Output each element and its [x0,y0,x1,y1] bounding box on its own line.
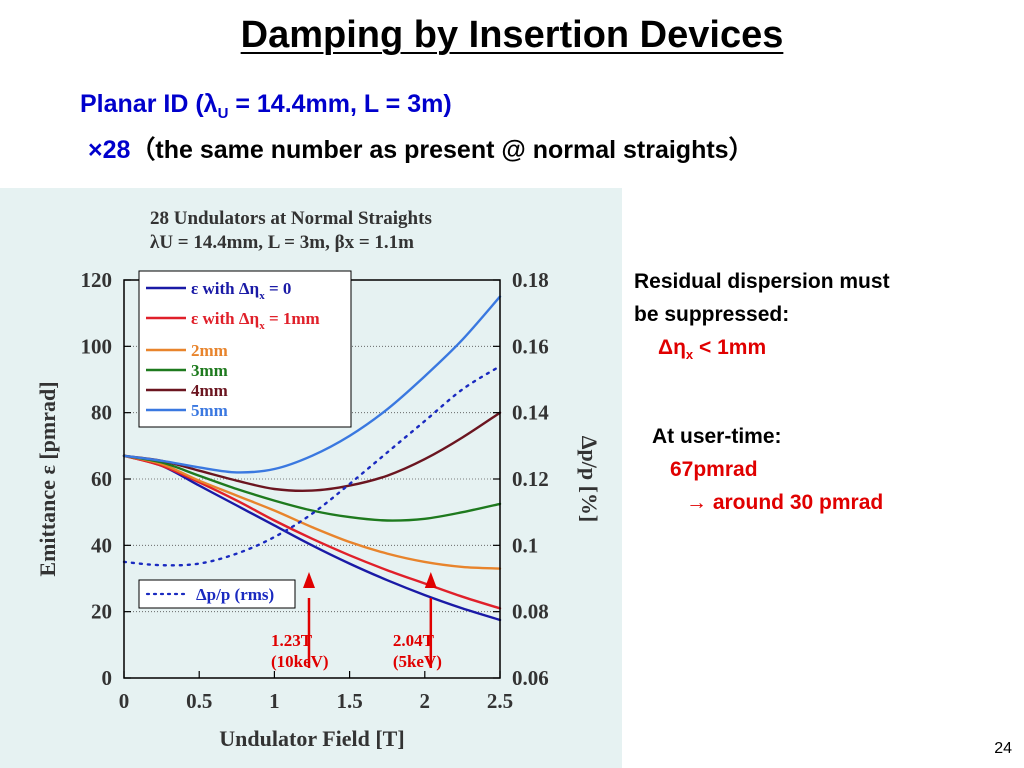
chart-title-line2: λU = 14.4mm, L = 3m, βx = 1.1m [150,232,414,253]
id-count: ×28（the same number as present @ normal … [88,136,754,164]
user-time-note: At user-time: 67pmrad → around 30 pmrad [652,420,883,519]
legend-label-1: ε with Δηx = 1mm [191,309,320,332]
legend-label-4: 4mm [191,381,228,400]
x-tick-label-2: 1 [269,689,280,713]
emittance-target: → around 30 pmrad [686,491,884,514]
legend: ε with Δηx = 0 ε with Δηx = 1mm 2mm3mm4mm5… [138,270,352,428]
y2-tick-label-3: 0.12 [512,467,549,491]
x-tick-label-5: 2.5 [487,689,513,713]
series-line-5 [122,295,502,474]
page-number: 24 [994,740,1012,757]
legend-label-3: 3mm [191,361,228,380]
residual-line2: be suppressed: [634,303,790,326]
y2-tick-label-6: 0.18 [512,268,549,292]
dispersion-limit: Δηx < 1mm [658,336,767,363]
y-tick-label-4: 80 [91,401,112,425]
user-time-label: At user-time: [652,425,782,448]
y2-tick-label-0: 0.06 [512,666,549,690]
y2-tick-label-4: 0.14 [512,401,549,425]
y-axis-label: Emittance ε [pmrad] [35,381,60,576]
series-line-4 [122,411,502,493]
x-axis-label: Undulator Field [T] [219,726,404,751]
x-tick-label-0: 0 [119,689,130,713]
y-tick-label-1: 20 [91,600,112,624]
chart-title-line1: 28 Undulators at Normal Straights [150,208,432,229]
id-parameters: Planar ID (λU = 14.4mm, L = 3m) [80,90,452,122]
axis-ticks: 0204060801001200.060.080.10.120.140.160.… [81,268,550,713]
y2-axis-label: Δp/p [%] [577,436,602,523]
y2-tick-label-5: 0.16 [512,334,549,358]
y2-tick-label-2: 0.1 [512,533,538,557]
legend-label-5: 5mm [191,401,228,420]
series-line-6 [122,365,502,567]
y2-tick-label-1: 0.08 [512,600,549,624]
series-line-2 [122,454,502,570]
dp-legend-box [138,579,296,609]
y-tick-label-2: 40 [91,533,112,557]
y-tick-label-6: 120 [81,268,113,292]
annotation-energy-0: (10keV) [271,652,329,671]
annotation-field-0: 1.23T [271,631,313,650]
residual-line1: Residual dispersion must [634,270,890,293]
annotation-energy-1: (5keV) [393,652,442,671]
legend-label-2: 2mm [191,341,228,360]
legend-label-0: ε with Δηx = 0 [191,279,291,302]
annotation-arrowhead-1 [424,572,437,588]
dp-legend: Δp/p (rms) [138,579,296,609]
emittance-value: 67pmrad [670,458,758,481]
y-tick-label-0: 0 [102,666,113,690]
emittance-chart: 0204060801001200.060.080.10.120.140.160.… [0,188,622,768]
x-tick-label-1: 0.5 [186,689,212,713]
x-tick-label-4: 2 [420,689,431,713]
y-tick-label-3: 60 [91,467,112,491]
dp-legend-label: Δp/p (rms) [196,585,274,604]
residual-note: Residual dispersion must be suppressed: … [634,265,890,371]
annotation-field-1: 2.04T [393,631,435,650]
x-tick-label-3: 1.5 [336,689,362,713]
series-line-0 [122,454,502,622]
slide-title: Damping by Insertion Devices [240,14,784,56]
field-annotations: 1.23T (10keV) 2.04T (5keV) [271,572,442,671]
annotation-arrowhead-0 [302,572,315,588]
series-line-3 [122,454,502,522]
series-lines [122,295,502,622]
y-tick-label-5: 100 [81,334,113,358]
